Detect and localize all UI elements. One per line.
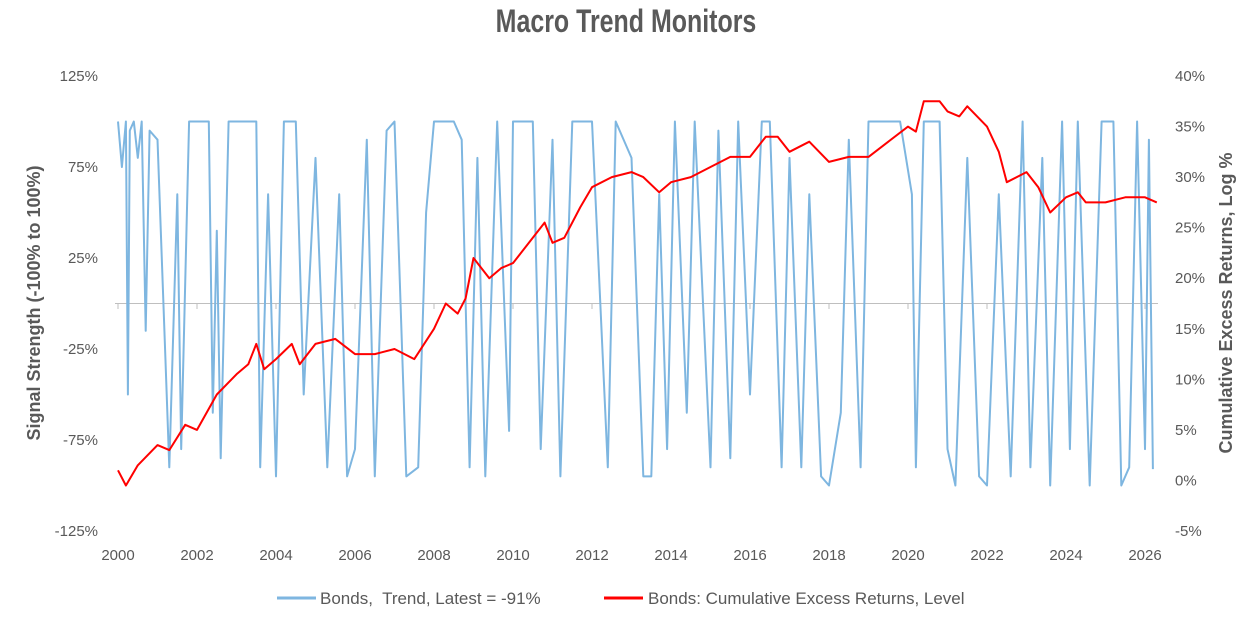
left-y-tick-label: -75%	[63, 432, 98, 449]
right-y-tick-label: 0%	[1175, 472, 1197, 489]
right-y-tick-label: 20%	[1175, 270, 1205, 287]
x-tick-label: 2000	[101, 547, 134, 564]
legend-label-returns: Bonds: Cumulative Excess Returns, Level	[648, 589, 965, 608]
right-axis-title: Cumulative Excess Returns, Log %	[1216, 152, 1236, 453]
x-tick-label: 2006	[338, 547, 371, 564]
left-y-tick-label: 75%	[68, 159, 98, 176]
left-y-tick-label: -25%	[63, 341, 98, 358]
right-y-tick-label: 40%	[1175, 68, 1205, 85]
x-tick-label: 2018	[812, 547, 845, 564]
right-y-tick-label: 35%	[1175, 119, 1205, 136]
right-y-tick-label: 25%	[1175, 220, 1205, 237]
cumulative-returns-line	[117, 100, 1158, 487]
x-tick-label: 2004	[259, 547, 292, 564]
x-tick-label: 2014	[654, 547, 687, 564]
x-tick-label: 2010	[496, 547, 529, 564]
left-axis-title: Signal Strength (-100% to 100%)	[24, 165, 44, 440]
right-y-tick-label: 10%	[1175, 371, 1205, 388]
x-tick-label: 2026	[1128, 547, 1161, 564]
x-tick-label: 2002	[180, 547, 213, 564]
right-y-tick-label: 30%	[1175, 169, 1205, 186]
right-y-tick-label: 15%	[1175, 321, 1205, 338]
x-tick-label: 2016	[733, 547, 766, 564]
trend-signal-line	[117, 120, 1154, 487]
right-y-tick-label: 5%	[1175, 422, 1197, 439]
left-y-tick-label: 125%	[60, 68, 98, 85]
x-tick-label: 2024	[1049, 547, 1082, 564]
x-tick-label: 2022	[970, 547, 1003, 564]
legend-label-trend: Bonds, Trend, Latest = -91%	[320, 589, 541, 608]
right-y-tick-label: -5%	[1175, 523, 1202, 540]
x-tick-label: 2008	[417, 547, 450, 564]
x-tick-label: 2012	[575, 547, 608, 564]
chart-title: Macro Trend Monitors	[496, 4, 757, 40]
left-y-tick-label: -125%	[55, 523, 98, 540]
left-y-tick-label: 25%	[68, 250, 98, 267]
legend: Bonds, Trend, Latest = -91% Bonds: Cumul…	[277, 589, 965, 608]
x-tick-label: 2020	[891, 547, 924, 564]
